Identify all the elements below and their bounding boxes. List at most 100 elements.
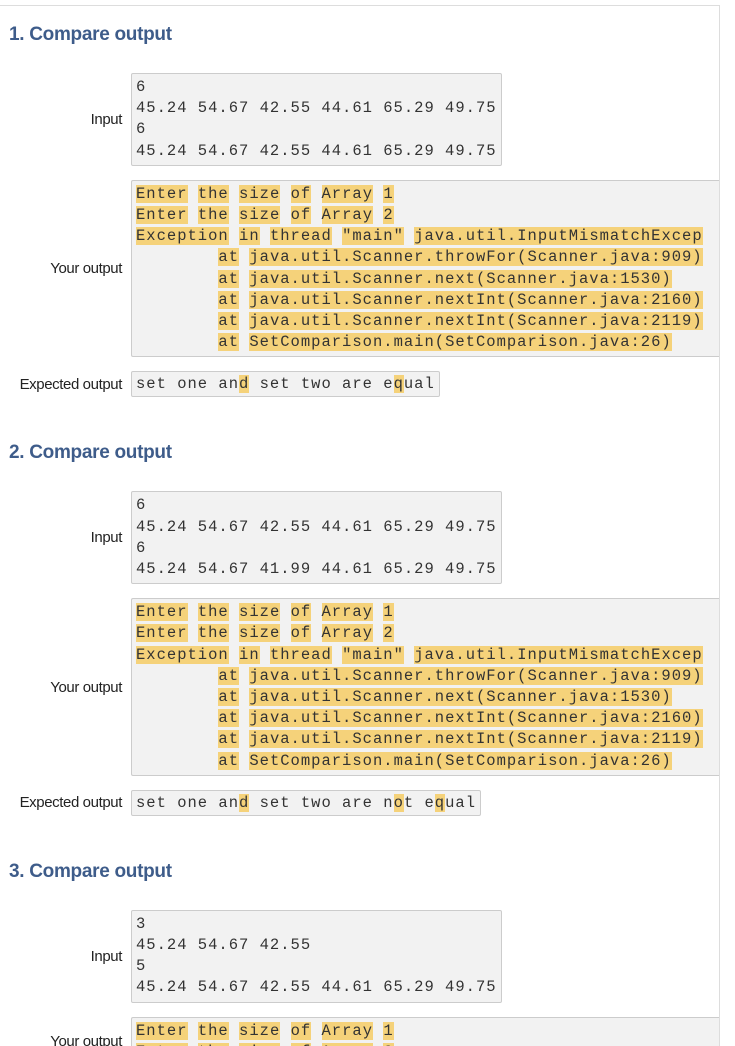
output-segment: at [218,269,240,288]
output-segment: the [197,206,229,225]
output-segment [229,646,239,664]
output-segment [332,227,342,245]
output-segment [404,646,414,664]
input-line: 3 [136,914,147,933]
output-segment: the [197,1021,229,1040]
output-segment [136,270,218,288]
output-line: at java.util.Scanner.nextInt(Scanner.jav… [136,311,719,332]
output-segment [136,312,218,330]
compare-output-section: 1. Compare output Input 6 45.24 54.67 42.55… [0,20,719,438]
output-segment [229,227,239,245]
output-segment [188,603,198,621]
output-segment: Enter [136,603,188,622]
output-segment: of [290,206,312,225]
output-segment: at [218,248,240,267]
output-segment [188,206,198,224]
output-segment [229,624,239,642]
output-segment: Exception [136,227,229,246]
output-segment: at [218,312,240,331]
output-line: Exception in thread "main" java.util.Inp… [136,226,719,247]
output-segment: "main" [342,645,404,664]
output-segment [136,752,218,770]
input-row: Input 3 45.24 54.67 42.55 5 45.24 54.67 42.5… [0,909,719,1003]
expected-segment: o [393,793,404,812]
input-line: 45.24 54.67 42.55 44.61 65.29 49.75 [136,99,497,118]
output-segment [229,185,239,203]
output-segment [229,603,239,621]
output-segment: java.util.Scanner.nextInt(Scanner.java:2… [249,290,703,309]
input-label: Input [90,947,123,965]
output-line: Exception in thread "main" java.util.Inp… [136,645,719,666]
output-segment: java.util.Scanner.throwFor(Scanner.java:… [249,666,703,685]
output-segment [280,1022,290,1040]
output-segment: in [239,227,260,246]
output-segment: 1 [383,1021,394,1040]
output-segment [260,227,270,245]
input-line: 6 [136,538,147,557]
output-segment [280,603,290,621]
output-segment [239,333,249,351]
output-segment [188,624,198,642]
expected-segment: q [434,793,446,812]
output-segment: Array [321,206,374,225]
output-segment [136,291,218,309]
output-segment [229,206,239,224]
input-line: 6 [136,120,147,139]
output-segment: Enter [136,624,188,643]
output-segment: Array [321,184,374,203]
expected-segment: set two are e [249,375,394,394]
input-box: 6 45.24 54.67 42.55 44.61 65.29 49.75 6 45.… [131,73,502,166]
output-segment [332,646,342,664]
output-segment: the [197,603,229,622]
your-output-box: Enter the size of Array 1 Enter the size … [131,179,719,358]
output-segment [136,688,218,706]
output-segment [311,624,321,642]
output-segment [404,227,414,245]
output-line: Enter the size of Array 2 [136,205,719,226]
output-segment [373,603,383,621]
output-segment: of [290,603,312,622]
output-segment: of [290,1021,312,1040]
output-segment: 1 [383,184,394,203]
input-line: 5 [136,957,147,976]
expected-segment: t e [403,793,435,812]
output-segment: java.util.InputMismatchExcep [414,227,703,246]
section-heading: 3. Compare output [9,860,172,882]
output-segment: SetComparison.main(SetComparison.java:26… [249,751,672,770]
output-segment: at [218,730,240,749]
output-segment: Exception [136,645,229,664]
output-segment: size [239,603,281,622]
output-segment [188,185,198,203]
input-box: 6 45.24 54.67 42.55 44.61 65.29 49.75 6 45.… [131,491,502,585]
output-segment: size [239,206,281,225]
output-segment: java.util.Scanner.throwFor(Scanner.java:… [249,248,703,267]
compare-output-section: 2. Compare output Input 6 45.24 54.67 42.55… [0,438,719,856]
output-segment [229,1022,239,1040]
output-segment [239,709,249,727]
output-segment [239,752,249,770]
expected-segment: ual [445,793,476,812]
input-box: 3 45.24 54.67 42.55 5 45.24 54.67 42.55 44.… [131,909,502,1003]
output-segment: the [197,624,229,643]
input-line: 6 [136,78,147,96]
output-segment [311,206,321,224]
output-segment: of [290,184,312,203]
output-line: Enter the size of Array 2 [136,623,719,644]
input-line: 45.24 54.67 42.55 44.61 65.29 49.75 [136,517,497,536]
expected-output-label: Expected output [19,794,123,812]
output-segment: at [218,290,240,309]
expected-output-row: Expected output set one and set two are n… [0,789,719,816]
section-heading: 2. Compare output [9,442,172,464]
output-segment: java.util.Scanner.nextInt(Scanner.java:2… [249,312,703,331]
expected-segment: set one an [136,793,240,812]
output-segment: Enter [136,206,188,225]
your-output-label: Your output [50,260,122,278]
output-segment [136,667,218,685]
output-segment: of [290,624,312,643]
output-segment: thread [269,227,332,246]
expected-segment: ual [403,375,435,394]
output-segment: "main" [342,227,404,246]
output-segment: Array [321,624,374,643]
